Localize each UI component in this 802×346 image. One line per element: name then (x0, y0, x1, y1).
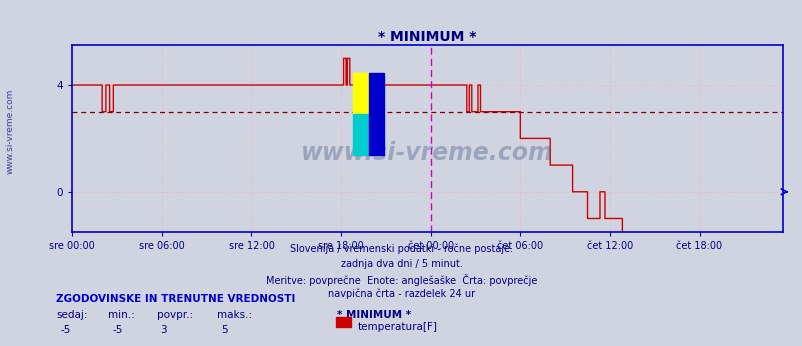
Text: povpr.:: povpr.: (156, 310, 192, 320)
Text: min.:: min.: (108, 310, 135, 320)
Text: Slovenija / vremenski podatki - ročne postaje.: Slovenija / vremenski podatki - ročne po… (290, 244, 512, 254)
Text: www.si-vreme.com: www.si-vreme.com (5, 89, 14, 174)
Title: * MINIMUM *: * MINIMUM * (378, 30, 476, 44)
Bar (353, 114, 368, 155)
Text: www.si-vreme.com: www.si-vreme.com (301, 142, 553, 165)
Text: sedaj:: sedaj: (56, 310, 87, 320)
Text: * MINIMUM *: * MINIMUM * (337, 310, 411, 320)
Text: zadnja dva dni / 5 minut.: zadnja dva dni / 5 minut. (340, 259, 462, 269)
Bar (353, 73, 368, 114)
Text: navpična črta - razdelek 24 ur: navpična črta - razdelek 24 ur (327, 289, 475, 299)
Text: ZGODOVINSKE IN TRENUTNE VREDNOSTI: ZGODOVINSKE IN TRENUTNE VREDNOSTI (56, 294, 295, 304)
Text: 5: 5 (221, 325, 227, 335)
Bar (368, 73, 384, 155)
Text: -5: -5 (60, 325, 71, 335)
Text: temperatura[F]: temperatura[F] (357, 322, 437, 333)
Text: maks.:: maks.: (217, 310, 252, 320)
Text: Meritve: povprečne  Enote: anglešaške  Črta: povprečje: Meritve: povprečne Enote: anglešaške Črt… (265, 274, 537, 286)
Text: -5: -5 (112, 325, 123, 335)
Text: 3: 3 (160, 325, 167, 335)
